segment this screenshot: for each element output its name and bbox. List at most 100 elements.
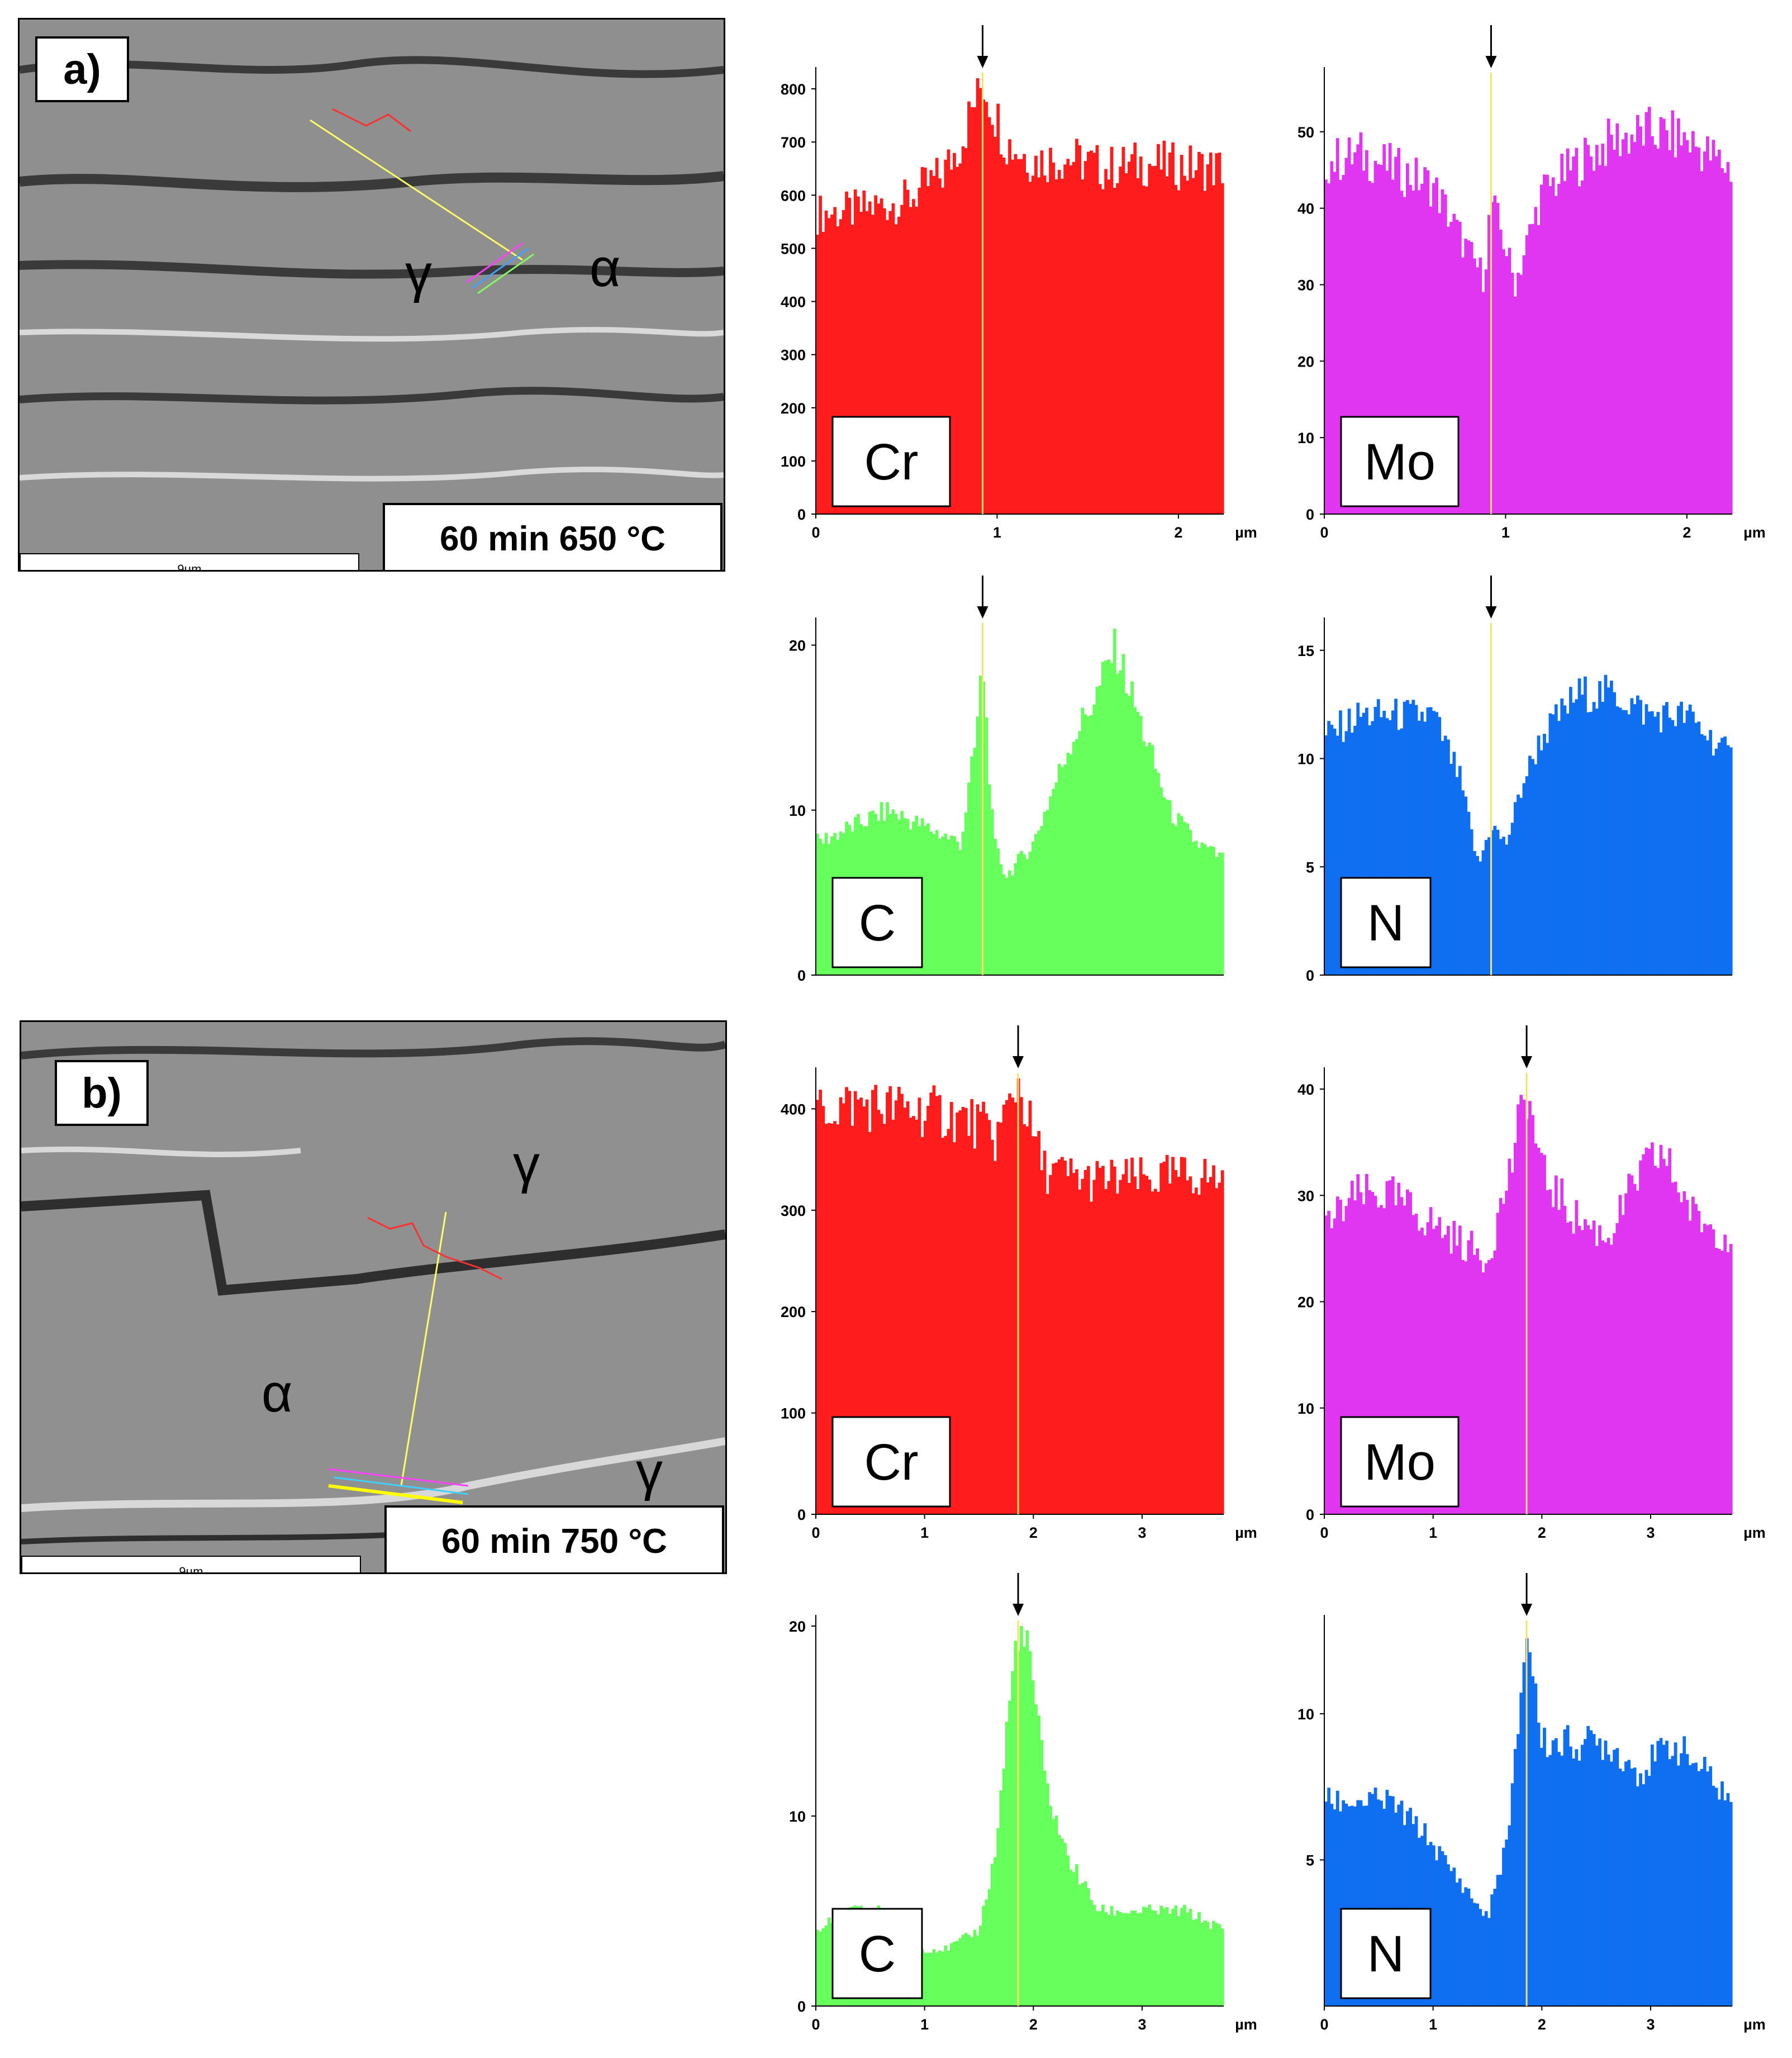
profile-bin-b-c — [1086, 1888, 1090, 2006]
profile-bin-a-c — [1209, 846, 1213, 975]
profile-bin-a-c — [976, 716, 980, 975]
profile-bin-a-cr — [857, 196, 860, 514]
profile-bin-a-n — [1493, 825, 1497, 975]
profile-bin-b-cr — [900, 1094, 904, 1514]
profile-bin-b-cr — [949, 1102, 953, 1514]
profile-bin-a-mo — [1330, 161, 1334, 514]
profile-bin-a-c — [1054, 782, 1058, 975]
profile-bin-b-mo — [1394, 1205, 1398, 1514]
profile-bin-b-c — [1200, 1923, 1204, 2006]
profile-bin-a-cr — [1043, 175, 1047, 515]
profile-bin-b-c — [1052, 1819, 1056, 2006]
profile-bin-a-cr — [1168, 152, 1172, 514]
profile-bin-a-cr — [1098, 184, 1102, 514]
profile-bin-a-mo — [1380, 165, 1383, 514]
profile-bin-a-c — [994, 839, 997, 975]
y-tick-label-b-cr: 300 — [781, 1203, 806, 1219]
profile-bin-a-n — [1584, 676, 1587, 975]
profile-bin-b-n — [1502, 1847, 1505, 2006]
profile-bin-a-n — [1487, 837, 1491, 975]
profile-bin-b-cr — [1008, 1093, 1011, 1514]
profile-bin-b-cr — [976, 1104, 980, 1514]
profile-bin-a-cr — [1136, 178, 1140, 514]
profile-bin-a-n — [1714, 748, 1718, 975]
profile-bin-a-c — [982, 681, 986, 975]
profile-bin-a-n — [1365, 707, 1368, 975]
profile-bin-a-mo — [1467, 240, 1471, 514]
profile-bin-a-cr — [979, 88, 982, 514]
profile-bin-b-cr — [944, 1135, 948, 1514]
profile-bin-a-c — [1002, 874, 1006, 975]
profile-bin-b-cr — [821, 1106, 825, 1514]
profile-bin-b-c — [1157, 1914, 1160, 2006]
profile-bin-b-c — [926, 1952, 930, 2006]
profile-bin-a-cr — [1025, 172, 1029, 514]
profile-bin-b-mo — [1403, 1205, 1406, 1514]
profile-bin-b-mo — [1610, 1244, 1613, 1514]
profile-bin-a-c — [1139, 716, 1143, 975]
y-tick-label-a-cr: 300 — [781, 347, 806, 364]
profile-bin-b-cr — [1200, 1178, 1204, 1514]
profile-bin-a-mo — [1481, 292, 1485, 514]
profile-bin-a-mo — [1391, 179, 1395, 515]
profile-bin-a-n — [1382, 711, 1386, 975]
profile-bin-b-c — [1107, 1914, 1111, 2006]
profile-bin-b-c — [987, 1889, 991, 2006]
profile-bin-a-c — [941, 836, 945, 975]
profile-bin-b-n — [1665, 1741, 1669, 2006]
profile-bin-a-mo — [1618, 156, 1622, 514]
profile-bin-a-mo — [1335, 138, 1339, 515]
profile-bin-a-cr — [833, 207, 837, 514]
profile-bin-a-mo — [1595, 145, 1599, 514]
profile-bin-a-n — [1429, 707, 1433, 975]
profile-bin-b-c — [1020, 1626, 1023, 2006]
profile-bin-b-c — [947, 1950, 950, 2006]
profile-bin-a-cr — [929, 170, 933, 514]
profile-bin-a-mo — [1714, 156, 1718, 514]
profile-bin-a-mo — [1347, 137, 1351, 514]
y-tick-label-a-cr: 500 — [781, 240, 806, 257]
profile-bin-b-c — [1180, 1908, 1183, 2006]
profile-bin-b-cr — [842, 1103, 845, 1514]
profile-bin-a-cr — [994, 136, 997, 514]
element-box-b-cr — [831, 1416, 951, 1508]
profile-bin-a-c — [1136, 712, 1140, 975]
profile-bin-b-cr — [926, 1105, 930, 1514]
profile-bin-b-c — [824, 1925, 828, 2006]
profile-bin-b-n — [1496, 1875, 1500, 2006]
profile-bin-a-n — [1539, 750, 1543, 975]
profile-bin-b-n — [1589, 1730, 1593, 2006]
profile-bin-b-mo — [1557, 1210, 1561, 1514]
sem-texture-a — [20, 20, 724, 570]
element-label-a-mo: Mo — [1364, 434, 1435, 491]
x-tick-label-a-mo: 0 — [1320, 524, 1328, 541]
profile-bin-a-c — [1031, 842, 1035, 975]
profile-bin-b-cr — [1072, 1173, 1076, 1514]
profile-bin-b-n — [1458, 1878, 1462, 2006]
x-tick-label-a-cr: 0 — [811, 524, 820, 541]
profile-bin-a-mo — [1577, 186, 1581, 514]
profile-bin-a-n — [1543, 734, 1546, 975]
profile-bin-b-mo — [1668, 1148, 1672, 1514]
marker-arrow-head-b-cr — [1013, 1056, 1024, 1068]
profile-bin-b-c — [935, 1952, 939, 2006]
profile-bin-a-cr — [874, 195, 878, 514]
scale-bar-b: 9µm — [21, 1556, 361, 1572]
marker-arrow-head-a-mo — [1485, 56, 1497, 68]
profile-bin-a-mo — [1717, 149, 1721, 514]
profile-bin-b-mo — [1676, 1192, 1680, 1514]
profile-bin-b-c — [1092, 1904, 1096, 2006]
profile-bin-a-c — [1215, 857, 1219, 975]
profile-bin-b-mo — [1563, 1205, 1567, 1514]
profile-bin-b-mo — [1580, 1230, 1584, 1514]
profile-bin-a-cr — [1034, 155, 1038, 514]
profile-bin-a-cr — [1200, 154, 1204, 514]
profile-bin-b-cr — [868, 1132, 872, 1514]
profile-bin-b-n — [1455, 1882, 1459, 2006]
scale-bar-a: 9µm — [20, 553, 359, 570]
profile-bin-b-n — [1691, 1763, 1695, 2006]
profile-bin-a-c — [1014, 863, 1018, 975]
profile-bin-b-mo — [1613, 1233, 1617, 1514]
profile-bin-a-n — [1627, 714, 1631, 975]
profile-bin-b-cr — [1139, 1157, 1143, 1514]
